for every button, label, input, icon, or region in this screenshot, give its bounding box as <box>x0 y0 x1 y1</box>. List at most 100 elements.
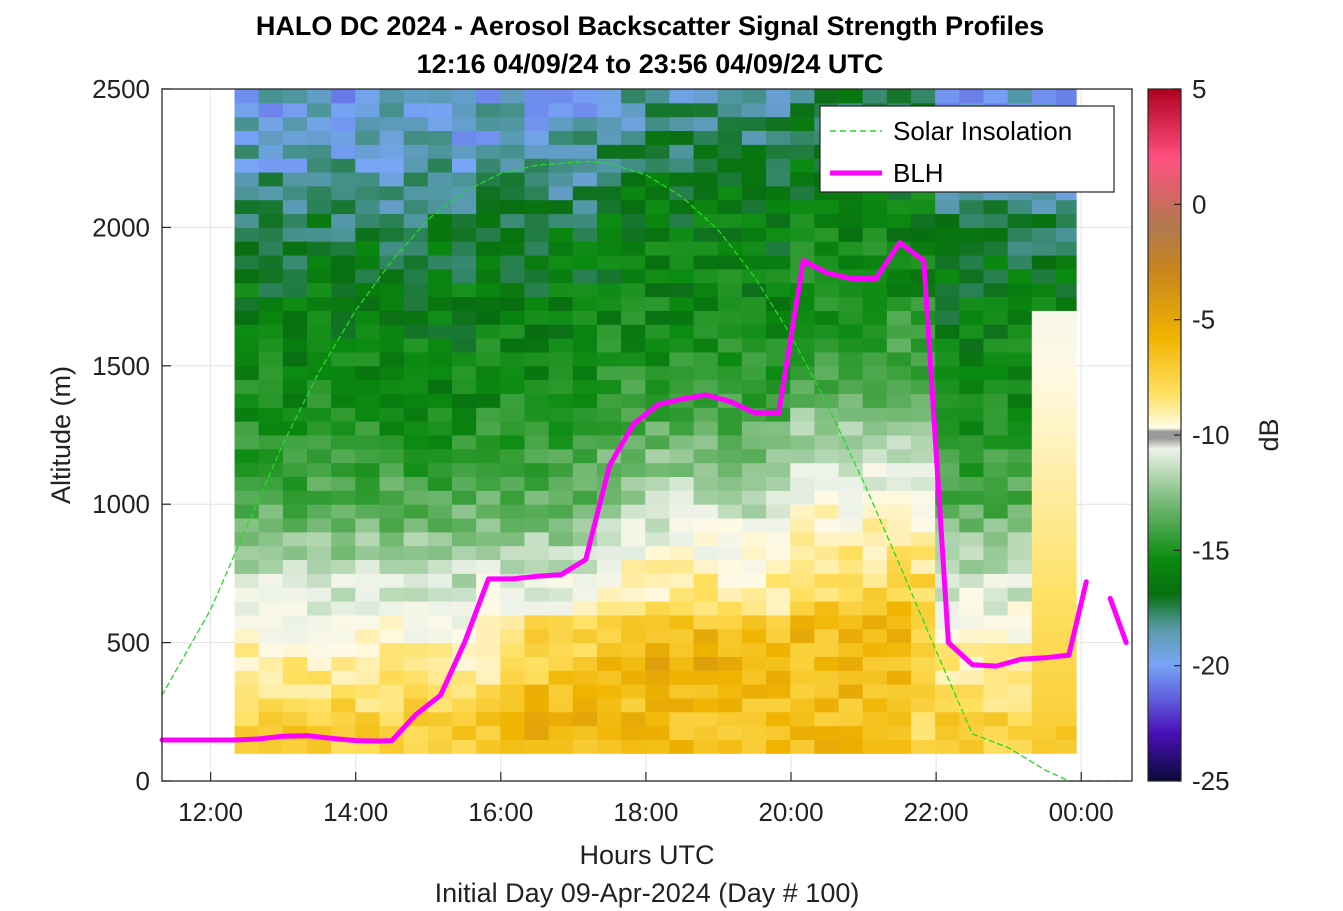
heatmap-cell <box>983 531 1009 547</box>
heatmap-cell <box>838 476 864 491</box>
heatmap-cell <box>548 324 574 339</box>
heatmap-cell <box>403 144 429 159</box>
heatmap-cell <box>1031 587 1057 602</box>
heatmap-cell <box>282 89 308 104</box>
heatmap-cell <box>355 531 381 547</box>
heatmap-cell <box>307 227 332 242</box>
heatmap-cell <box>258 365 284 381</box>
heatmap-cell <box>427 587 453 602</box>
heatmap-cell <box>959 338 984 353</box>
heatmap-cell <box>766 324 791 339</box>
heatmap-cell <box>307 601 332 616</box>
heatmap-cell <box>959 89 984 104</box>
heatmap-cell <box>500 213 525 228</box>
heatmap-cell <box>307 504 332 519</box>
heatmap-cell <box>717 102 743 118</box>
heatmap-cell <box>282 518 308 533</box>
heatmap-cell <box>572 739 598 754</box>
heatmap-cell <box>1031 476 1057 491</box>
heatmap-cell <box>935 684 960 699</box>
heatmap-cell <box>693 684 719 699</box>
heatmap-cell <box>524 379 550 394</box>
heatmap-cell <box>451 739 477 754</box>
heatmap-cell <box>307 656 332 671</box>
heatmap-cell <box>427 614 453 630</box>
heatmap-cell <box>790 172 815 187</box>
heatmap-cell <box>911 89 936 104</box>
heatmap-cell <box>838 601 864 616</box>
heatmap-cell <box>693 559 719 574</box>
heatmap-cell <box>717 476 743 491</box>
heatmap-cell <box>282 268 308 284</box>
heatmap-cell <box>886 255 912 270</box>
heatmap-cell <box>234 324 260 339</box>
heatmap-cell <box>500 89 525 104</box>
heatmap-cell <box>645 213 670 228</box>
heatmap-cell <box>1055 268 1077 284</box>
heatmap-cell <box>282 102 308 118</box>
heatmap-cell <box>693 545 719 561</box>
heatmap-cell <box>959 393 984 408</box>
heatmap-cell <box>1007 448 1033 464</box>
heatmap-cell <box>524 435 550 450</box>
heatmap-cell <box>596 601 622 616</box>
heatmap-cell <box>645 518 670 533</box>
heatmap-cell <box>645 158 670 173</box>
heatmap-cell <box>669 282 695 298</box>
heatmap-cell <box>476 351 501 367</box>
heatmap-cell <box>379 241 405 256</box>
heatmap-cell <box>403 241 429 256</box>
heatmap-cell <box>862 241 888 256</box>
heatmap-cell <box>282 670 308 685</box>
heatmap-cell <box>766 614 791 630</box>
heatmap-cell <box>886 518 912 533</box>
heatmap-cell <box>379 102 405 118</box>
heatmap-cell <box>693 435 719 450</box>
heatmap-cell <box>234 185 260 201</box>
heatmap-cell <box>790 130 815 145</box>
heatmap-cell <box>790 393 815 408</box>
heatmap-cell <box>717 628 743 644</box>
x-axis-label: Hours UTC <box>579 840 714 870</box>
heatmap-cell <box>935 213 960 228</box>
heatmap-cell <box>548 670 574 685</box>
heatmap-cell <box>596 407 622 422</box>
heatmap-cell <box>1055 365 1077 381</box>
heatmap-cell <box>645 559 670 574</box>
heatmap-cell <box>621 393 646 408</box>
heatmap-cell <box>524 172 550 187</box>
heatmap-cell <box>814 393 840 408</box>
heatmap-cell <box>862 573 888 588</box>
heatmap-cell <box>693 185 719 201</box>
heatmap-cell <box>355 684 381 699</box>
heatmap-cell <box>331 614 356 630</box>
heatmap-cell <box>814 601 840 616</box>
heatmap-cell <box>669 185 695 201</box>
heatmap-cell <box>234 351 260 367</box>
heatmap-cell <box>693 227 719 242</box>
heatmap-cell <box>282 476 308 491</box>
heatmap-cell <box>717 504 743 519</box>
heatmap-cell <box>693 628 719 644</box>
heatmap-cell <box>1055 504 1077 519</box>
heatmap-cell <box>379 614 405 630</box>
heatmap-cell <box>717 172 743 187</box>
colorbar-tick-label: -15 <box>1192 535 1230 565</box>
heatmap-cell <box>572 670 598 685</box>
heatmap-cell <box>403 684 429 699</box>
heatmap-cell <box>621 559 646 574</box>
heatmap-cell <box>355 587 381 602</box>
heatmap-cell <box>258 89 284 104</box>
heatmap-cell <box>403 614 429 630</box>
heatmap-cell <box>476 697 501 713</box>
heatmap-cell <box>1055 531 1077 547</box>
heatmap-cell <box>427 518 453 533</box>
heatmap-cell <box>548 172 574 187</box>
heatmap-cell <box>1055 670 1077 685</box>
heatmap-cell <box>451 448 477 464</box>
heatmap-cell <box>935 448 960 464</box>
heatmap-cell <box>476 255 501 270</box>
heatmap-cell <box>451 144 477 159</box>
heatmap-cell <box>621 490 646 505</box>
heatmap-cell <box>814 642 840 657</box>
